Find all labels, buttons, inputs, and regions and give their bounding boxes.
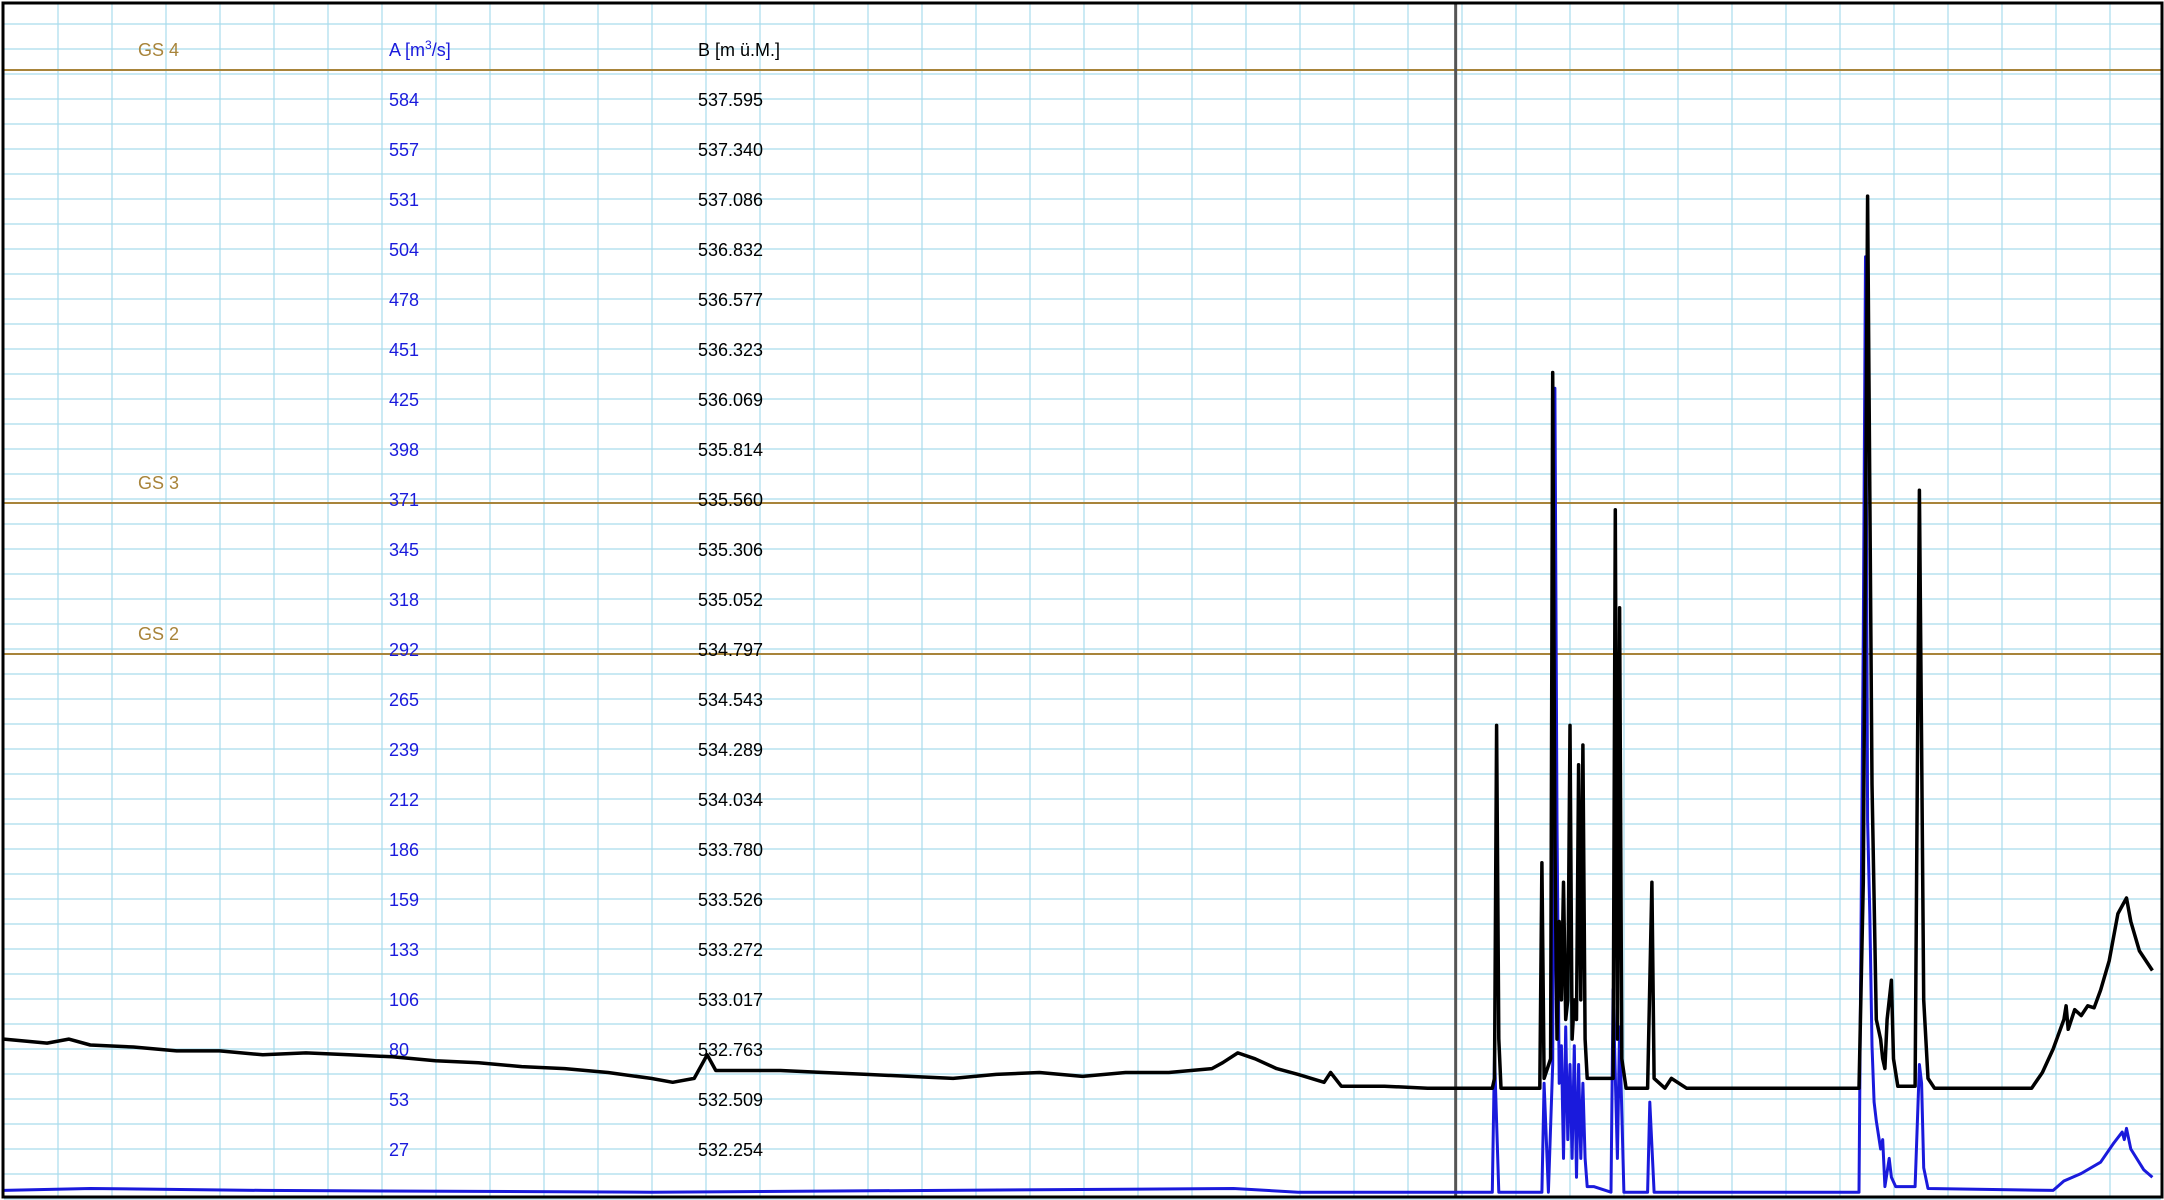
axis-b-tick-label: 535.306	[698, 540, 763, 560]
grid	[4, 4, 2161, 1200]
series-a-line	[3, 255, 2154, 1194]
axis-a-tick-label: 557	[389, 140, 419, 160]
axis-b-tick-label: 537.086	[698, 190, 763, 210]
axis-b-tick-label: 533.272	[698, 940, 763, 960]
threshold-label: GS 2	[138, 624, 179, 644]
axis-a-tick-label: 80	[389, 1040, 409, 1060]
axis-a-tick-label: 318	[389, 590, 419, 610]
axis-b-tick-label: 533.780	[698, 840, 763, 860]
axis-b-tick-label: 534.797	[698, 640, 763, 660]
axis-b-tick-label: 533.017	[698, 990, 763, 1010]
axis-a-tick-label: 159	[389, 890, 419, 910]
axis-a-tick-label: 584	[389, 90, 419, 110]
plot-background	[3, 3, 2162, 1197]
threshold-label: GS 3	[138, 473, 179, 493]
axis-b-tick-label: 532.509	[698, 1090, 763, 1110]
axis-b-tick-label: 534.289	[698, 740, 763, 760]
axis-a-tick-label: 345	[389, 540, 419, 560]
axis-b-tick-label: 536.577	[698, 290, 763, 310]
axis-a-title: A [m3/s]	[389, 38, 451, 60]
axis-b-tick-label: 533.526	[698, 890, 763, 910]
axis-b-tick-label: 536.832	[698, 240, 763, 260]
axis-a-tick-label: 133	[389, 940, 419, 960]
axis-b-tick-label: 535.814	[698, 440, 763, 460]
axis-a-tick-label: 239	[389, 740, 419, 760]
threshold-lines: GS 4 GS 3 GS 2	[4, 40, 2161, 655]
axis-a-tick-label: 478	[389, 290, 419, 310]
axis-b-tick-label: 535.560	[698, 490, 763, 510]
axis-b-tick-label: 532.254	[698, 1140, 763, 1160]
axis-a-tick-label: 504	[389, 240, 419, 260]
axis-a-tick-label: 27	[389, 1140, 409, 1160]
axis-a-tick-label: 371	[389, 490, 419, 510]
axis-b-tick-label: 534.543	[698, 690, 763, 710]
axis-b-tick-label: 535.052	[698, 590, 763, 610]
axis-a-tick-label: 398	[389, 440, 419, 460]
axis-a-tick-label: 212	[389, 790, 419, 810]
axis-a-tick-label: 53	[389, 1090, 409, 1110]
axis-b-tick-label: 537.340	[698, 140, 763, 160]
threshold-label: GS 4	[138, 40, 179, 60]
axis-a-tick-label: 531	[389, 190, 419, 210]
axis-b-tick-label: 534.034	[698, 790, 763, 810]
axis-b-tick-label: 532.763	[698, 1040, 763, 1060]
axis-b-title: B [m ü.M.]	[698, 40, 780, 60]
axis-b-tick-label: 537.595	[698, 90, 763, 110]
axis-a-tick-label: 265	[389, 690, 419, 710]
tick-labels: 584 557 531 504 478 451 425 398 371 345 318 292 265 2…	[389, 90, 763, 1160]
axis-a-tick-label: 106	[389, 990, 419, 1010]
axis-b-tick-label: 536.069	[698, 390, 763, 410]
axis-a-tick-label: 186	[389, 840, 419, 860]
series-lines	[3, 194, 2154, 1194]
axis-a-tick-label: 292	[389, 640, 419, 660]
series-b-line	[3, 194, 2154, 1090]
axis-a-tick-label: 451	[389, 340, 419, 360]
axis-b-tick-label: 536.323	[698, 340, 763, 360]
axis-a-tick-label: 425	[389, 390, 419, 410]
